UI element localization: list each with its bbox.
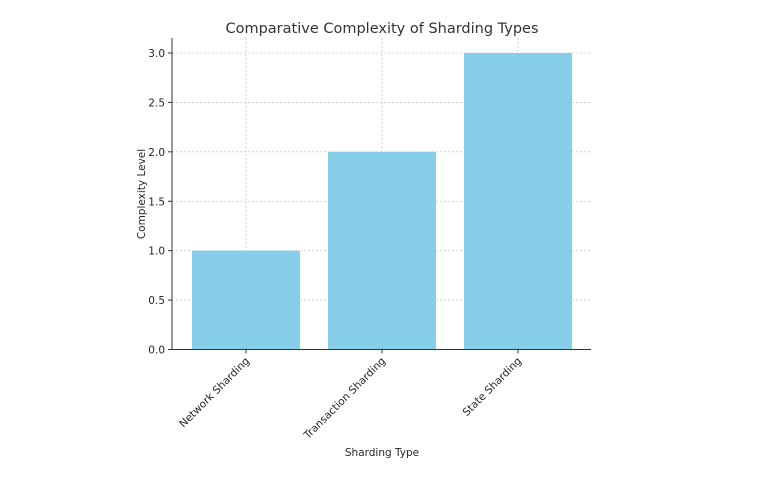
x-tick-label: Transaction Sharding [301,355,388,442]
y-tick-label: 2.5 [148,97,165,109]
x-axis-label: Sharding Type [345,447,419,459]
bar-network-sharding [192,250,300,350]
y-tick-label: 2.0 [148,147,165,159]
y-tick-label: 1.5 [148,196,165,208]
y-tick-label: 0.5 [148,295,165,307]
y-tick-label: 3.0 [148,48,165,60]
y-tick-label: 1.0 [148,246,165,258]
bars [192,53,572,350]
x-tick-label: Network Sharding [177,355,252,430]
x-tick-label: State Sharding [461,355,525,419]
bar-state-sharding [464,53,572,350]
chart-title: Comparative Complexity of Sharding Types [225,21,538,37]
bar-transaction-sharding [328,151,436,350]
y-axis-ticks: 0.0 0.5 1.0 1.5 2.0 2.5 3.0 [148,48,172,357]
y-tick-label: 0.0 [148,345,165,357]
y-axis-label: Complexity Level [136,149,148,239]
x-axis-ticks: Network Sharding Transaction Sharding Stat… [177,349,525,442]
